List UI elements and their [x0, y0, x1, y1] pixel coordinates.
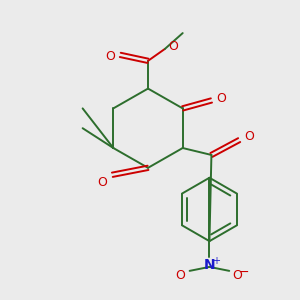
- Text: +: +: [212, 256, 220, 266]
- Text: O: O: [216, 92, 226, 105]
- Text: O: O: [175, 269, 185, 282]
- Text: −: −: [239, 266, 249, 279]
- Text: O: O: [232, 269, 242, 282]
- Text: O: O: [105, 50, 115, 63]
- Text: O: O: [244, 130, 254, 142]
- Text: N: N: [204, 258, 215, 272]
- Text: O: O: [98, 176, 107, 189]
- Text: O: O: [168, 40, 178, 53]
